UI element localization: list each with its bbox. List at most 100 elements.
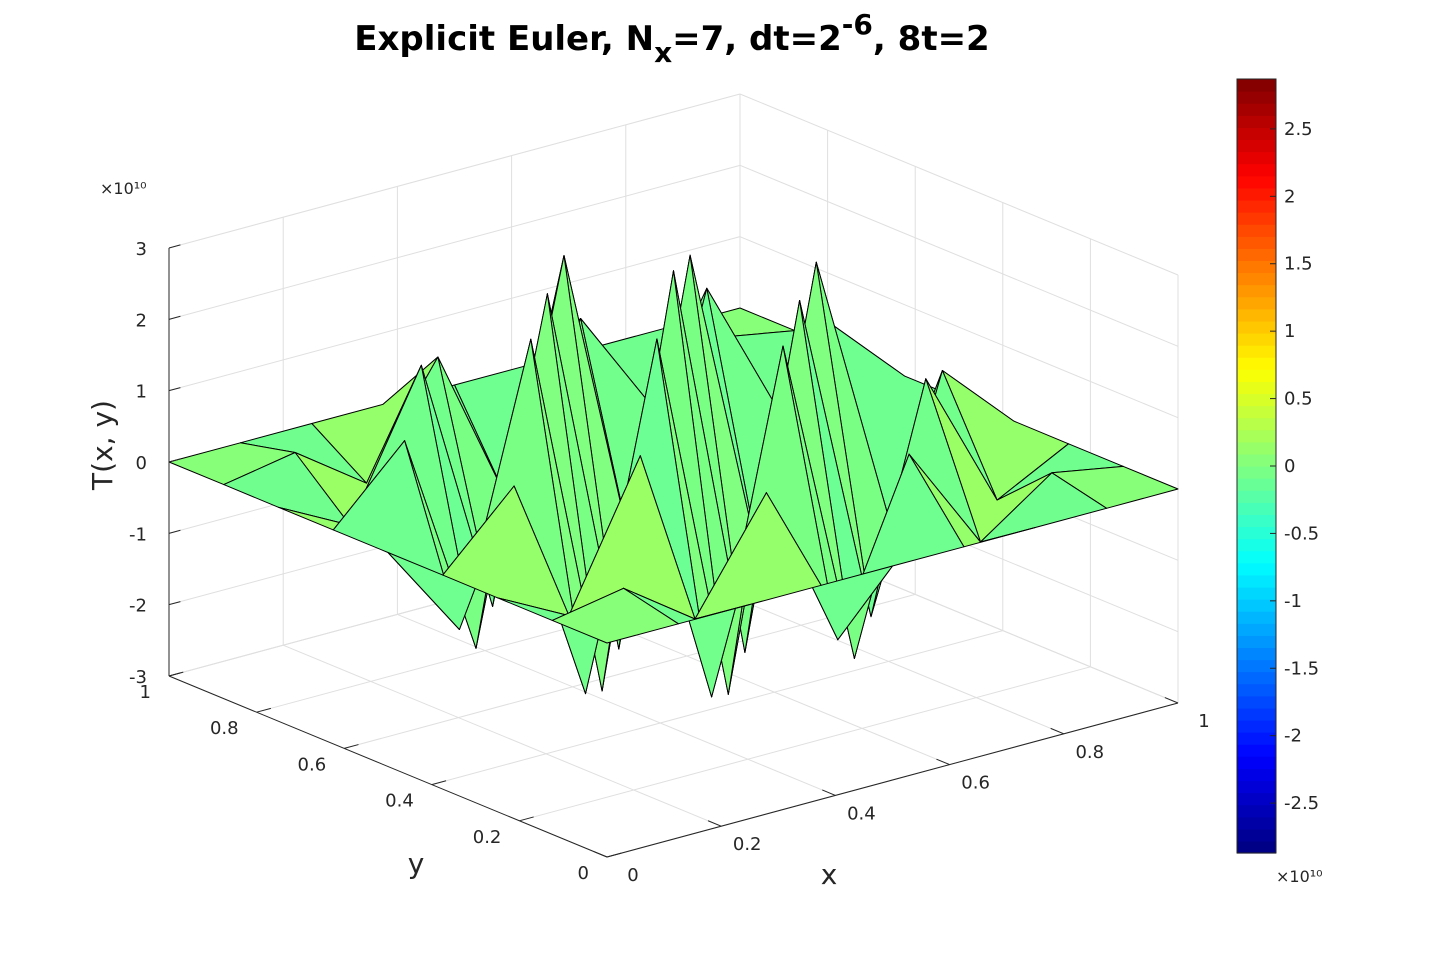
colorbar-segment xyxy=(1237,804,1276,818)
colorbar-segment xyxy=(1237,562,1276,576)
colorbar-segment xyxy=(1237,151,1276,165)
y-tick-label: 0.4 xyxy=(385,791,414,812)
colorbar-segment xyxy=(1237,574,1276,588)
colorbar-segment xyxy=(1237,357,1276,370)
colorbar-segment xyxy=(1237,599,1276,612)
y-tick-mark xyxy=(606,852,622,858)
colorbar-segment xyxy=(1237,429,1276,443)
grid-line xyxy=(344,593,916,749)
colorbar-segment xyxy=(1237,127,1276,141)
colorbar-exponent-label: ×10¹⁰ xyxy=(1276,867,1323,886)
chart-title: Explicit Euler, Nx=7, dt=2-6, 8t=2 xyxy=(354,8,989,69)
y-tick-label: 0.2 xyxy=(473,827,502,848)
colorbar-tick-label: 0.5 xyxy=(1284,389,1313,410)
x-tick-mark xyxy=(707,820,722,827)
colorbar-segment xyxy=(1237,248,1276,261)
colorbar-tick-label: 2.5 xyxy=(1284,119,1313,140)
z-tick-label: 3 xyxy=(136,239,147,260)
y-axis-label: y xyxy=(408,847,425,880)
colorbar-tick-label: 1.5 xyxy=(1284,254,1313,275)
colorbar-segment xyxy=(1237,586,1276,600)
colorbar-segment xyxy=(1237,828,1276,842)
colorbar-tick-label: -0.5 xyxy=(1284,523,1319,544)
z-tick-mark xyxy=(168,672,181,677)
x-tick-mark xyxy=(1050,727,1064,735)
y-tick-mark xyxy=(519,816,534,822)
grid-line xyxy=(431,630,1003,786)
colorbar-segment xyxy=(1237,381,1276,395)
grid-line xyxy=(739,93,1179,276)
x-tick-label: 1 xyxy=(1198,711,1209,732)
grid-line xyxy=(739,236,1179,419)
grid-line xyxy=(739,164,1179,347)
colorbar-segment xyxy=(1237,550,1276,564)
z-tick-mark xyxy=(168,529,181,534)
colorbar-segment xyxy=(1237,453,1276,467)
colorbar-segment xyxy=(1237,115,1276,128)
z-tick-label: -3 xyxy=(129,667,147,688)
x-tick-label: 0 xyxy=(627,865,638,886)
colorbar-segment xyxy=(1237,635,1276,648)
colorbar-segment xyxy=(1237,272,1276,286)
colorbar-segment xyxy=(1237,212,1276,225)
colorbar-segment xyxy=(1237,236,1276,249)
x-tick-label: 0.2 xyxy=(733,834,762,855)
surface-plot xyxy=(168,254,1179,698)
colorbar-segment xyxy=(1237,478,1276,491)
x-tick-label: 0.4 xyxy=(847,803,876,824)
colorbar-segment xyxy=(1237,284,1276,298)
colorbar-segment xyxy=(1237,466,1276,479)
z-tick-label: 1 xyxy=(136,382,147,403)
z-tick-mark xyxy=(168,601,181,606)
y-tick-label: 0.6 xyxy=(298,754,327,775)
x-tick-mark xyxy=(822,789,836,796)
colorbar-segment xyxy=(1237,816,1276,830)
y-tick-label: 1 xyxy=(140,682,151,703)
colorbar-segment xyxy=(1237,756,1276,769)
z-tick-label: -1 xyxy=(129,524,147,545)
surface-patch xyxy=(551,587,679,644)
colorbar-tick-label: -1.5 xyxy=(1284,658,1319,679)
z-exponent-label: ×10¹⁰ xyxy=(100,179,147,198)
colorbar-segment xyxy=(1237,683,1276,697)
colorbar-segment xyxy=(1237,417,1276,431)
colorbar-segment xyxy=(1237,139,1276,153)
x-axis-line xyxy=(606,702,1179,858)
colorbar-segment xyxy=(1237,91,1276,104)
colorbar-segment xyxy=(1237,502,1276,515)
colorbar-segment xyxy=(1237,260,1276,274)
x-tick-mark xyxy=(593,851,608,858)
z-tick-label: 0 xyxy=(136,453,147,474)
z-axis-label: T(x, y) xyxy=(86,400,119,491)
grid-line xyxy=(397,613,836,796)
colorbar-segment xyxy=(1237,659,1276,673)
title-part: Explicit Euler, N xyxy=(354,19,654,59)
colorbar-segment xyxy=(1237,369,1276,382)
colorbar-segment xyxy=(1237,308,1276,322)
colorbar-segment xyxy=(1237,199,1276,213)
colorbar: -2.5 -2 -1.5 -1 -0.5 0 0.5 1 1.5 2 2.5 xyxy=(1236,78,1319,854)
colorbar-segment xyxy=(1237,647,1276,661)
z-tick-mark xyxy=(168,244,181,249)
colorbar-segment xyxy=(1237,792,1276,806)
colorbar-tick-label: 1 xyxy=(1284,321,1295,342)
colorbar-tick-label: 2 xyxy=(1284,186,1295,207)
colorbar-segment xyxy=(1237,103,1276,116)
grid-line xyxy=(283,644,722,827)
y-tick-label: 0.8 xyxy=(210,718,239,739)
grid-line xyxy=(168,236,741,392)
colorbar-segment xyxy=(1237,671,1276,685)
colorbar-segment xyxy=(1237,187,1276,201)
colorbar-tick-label: -2 xyxy=(1284,726,1302,747)
title-superscript: -6 xyxy=(842,8,873,41)
colorbar-segment xyxy=(1237,695,1276,709)
x-tick-label: 0.6 xyxy=(961,773,990,794)
colorbar-segment xyxy=(1237,719,1276,733)
colorbar-segment xyxy=(1237,405,1276,419)
colorbar-tick-label: 0 xyxy=(1284,456,1295,477)
colorbar-segment xyxy=(1237,840,1276,854)
x-tick-mark xyxy=(1164,697,1179,704)
colorbar-segment xyxy=(1237,538,1276,552)
